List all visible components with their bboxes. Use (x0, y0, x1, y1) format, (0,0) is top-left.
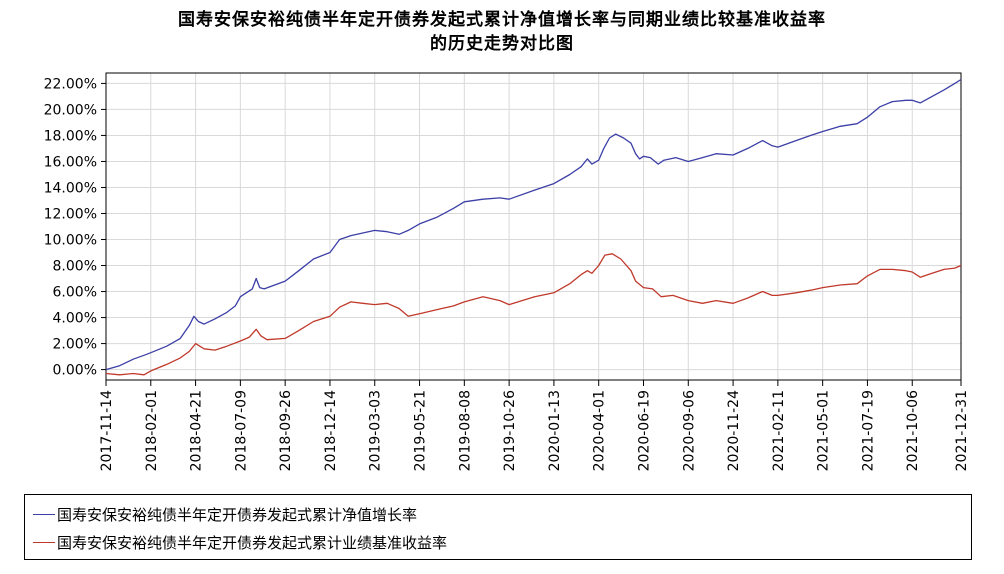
y-tick-label: 20.00% (44, 102, 97, 118)
plot-area-frame (105, 72, 962, 381)
legend-swatch-nav-growth (33, 513, 55, 515)
x-tick-label: 2020-06-19 (636, 390, 652, 471)
y-tick-label: 12.00% (44, 206, 97, 222)
y-tick-label: 6.00% (53, 285, 97, 301)
x-tick-label: 2018-09-26 (278, 390, 294, 471)
y-tick-label: 10.00% (44, 233, 97, 249)
y-tick-label: 2.00% (53, 337, 97, 353)
chart-title: 国寿安保安裕纯债半年定开债券发起式累计净值增长率与同期业绩比较基准收益率 的历史… (0, 8, 1004, 56)
x-tick-label: 2019-03-03 (368, 390, 384, 471)
x-tick-label: 2020-01-13 (547, 390, 563, 471)
x-tick-label: 2019-10-26 (502, 390, 518, 471)
x-tick-label: 2020-04-01 (592, 390, 608, 471)
x-tick-label: 2020-09-06 (681, 390, 697, 471)
series-line-nav-growth (105, 78, 962, 371)
x-tick-label: 2018-12-14 (323, 390, 339, 471)
series-line-benchmark (105, 253, 962, 376)
x-tick-label: 2018-07-09 (233, 390, 249, 471)
legend-item-benchmark: 国寿安保安裕纯债半年定开债券发起式累计业绩基准收益率 (33, 531, 447, 553)
line-chart: 0.00% 2.00% 4.00% 6.00% 8.00% 10.00% 12.00% 14.… (44, 72, 970, 471)
x-tick-label: 2021-10-06 (905, 390, 921, 471)
legend-label-benchmark: 国寿安保安裕纯债半年定开债券发起式累计业绩基准收益率 (57, 533, 448, 552)
y-tick-label: 22.00% (44, 76, 97, 92)
legend-item-nav-growth: 国寿安保安裕纯债半年定开债券发起式累计净值增长率 (33, 503, 417, 525)
x-tick-label: 2020-11-24 (726, 390, 742, 471)
chart-title-line-2: 的历史走势对比图 (430, 34, 574, 54)
x-tick-label: 2021-12-31 (954, 390, 970, 471)
x-tick-label: 2018-02-01 (144, 390, 160, 471)
chart-legend: 国寿安保安裕纯债半年定开债券发起式累计净值增长率 国寿安保安裕纯债半年定开债券发… (24, 494, 972, 560)
y-tick-label: 0.00% (53, 363, 97, 379)
x-tick-label: 2019-08-08 (457, 390, 473, 471)
y-tick-label: 4.00% (53, 311, 97, 327)
y-tick-label: 16.00% (44, 154, 97, 170)
x-tick-label: 2017-11-14 (99, 390, 115, 471)
legend-swatch-benchmark (33, 541, 55, 543)
y-tick-label: 8.00% (53, 259, 97, 275)
legend-label-nav-growth: 国寿安保安裕纯债半年定开债券发起式累计净值增长率 (57, 505, 418, 524)
x-tick-label: 2021-07-19 (860, 390, 876, 471)
chart-title-line-1: 国寿安保安裕纯债半年定开债券发起式累计净值增长率与同期业绩比较基准收益率 (178, 10, 826, 30)
x-tick-label: 2021-02-11 (771, 390, 787, 471)
y-tick-label: 14.00% (44, 180, 97, 196)
y-tick-label: 18.00% (44, 128, 97, 144)
x-tick-label: 2021-05-01 (816, 390, 832, 471)
x-tick-label: 2019-05-21 (413, 390, 429, 471)
x-tick-label: 2018-04-21 (189, 390, 205, 471)
